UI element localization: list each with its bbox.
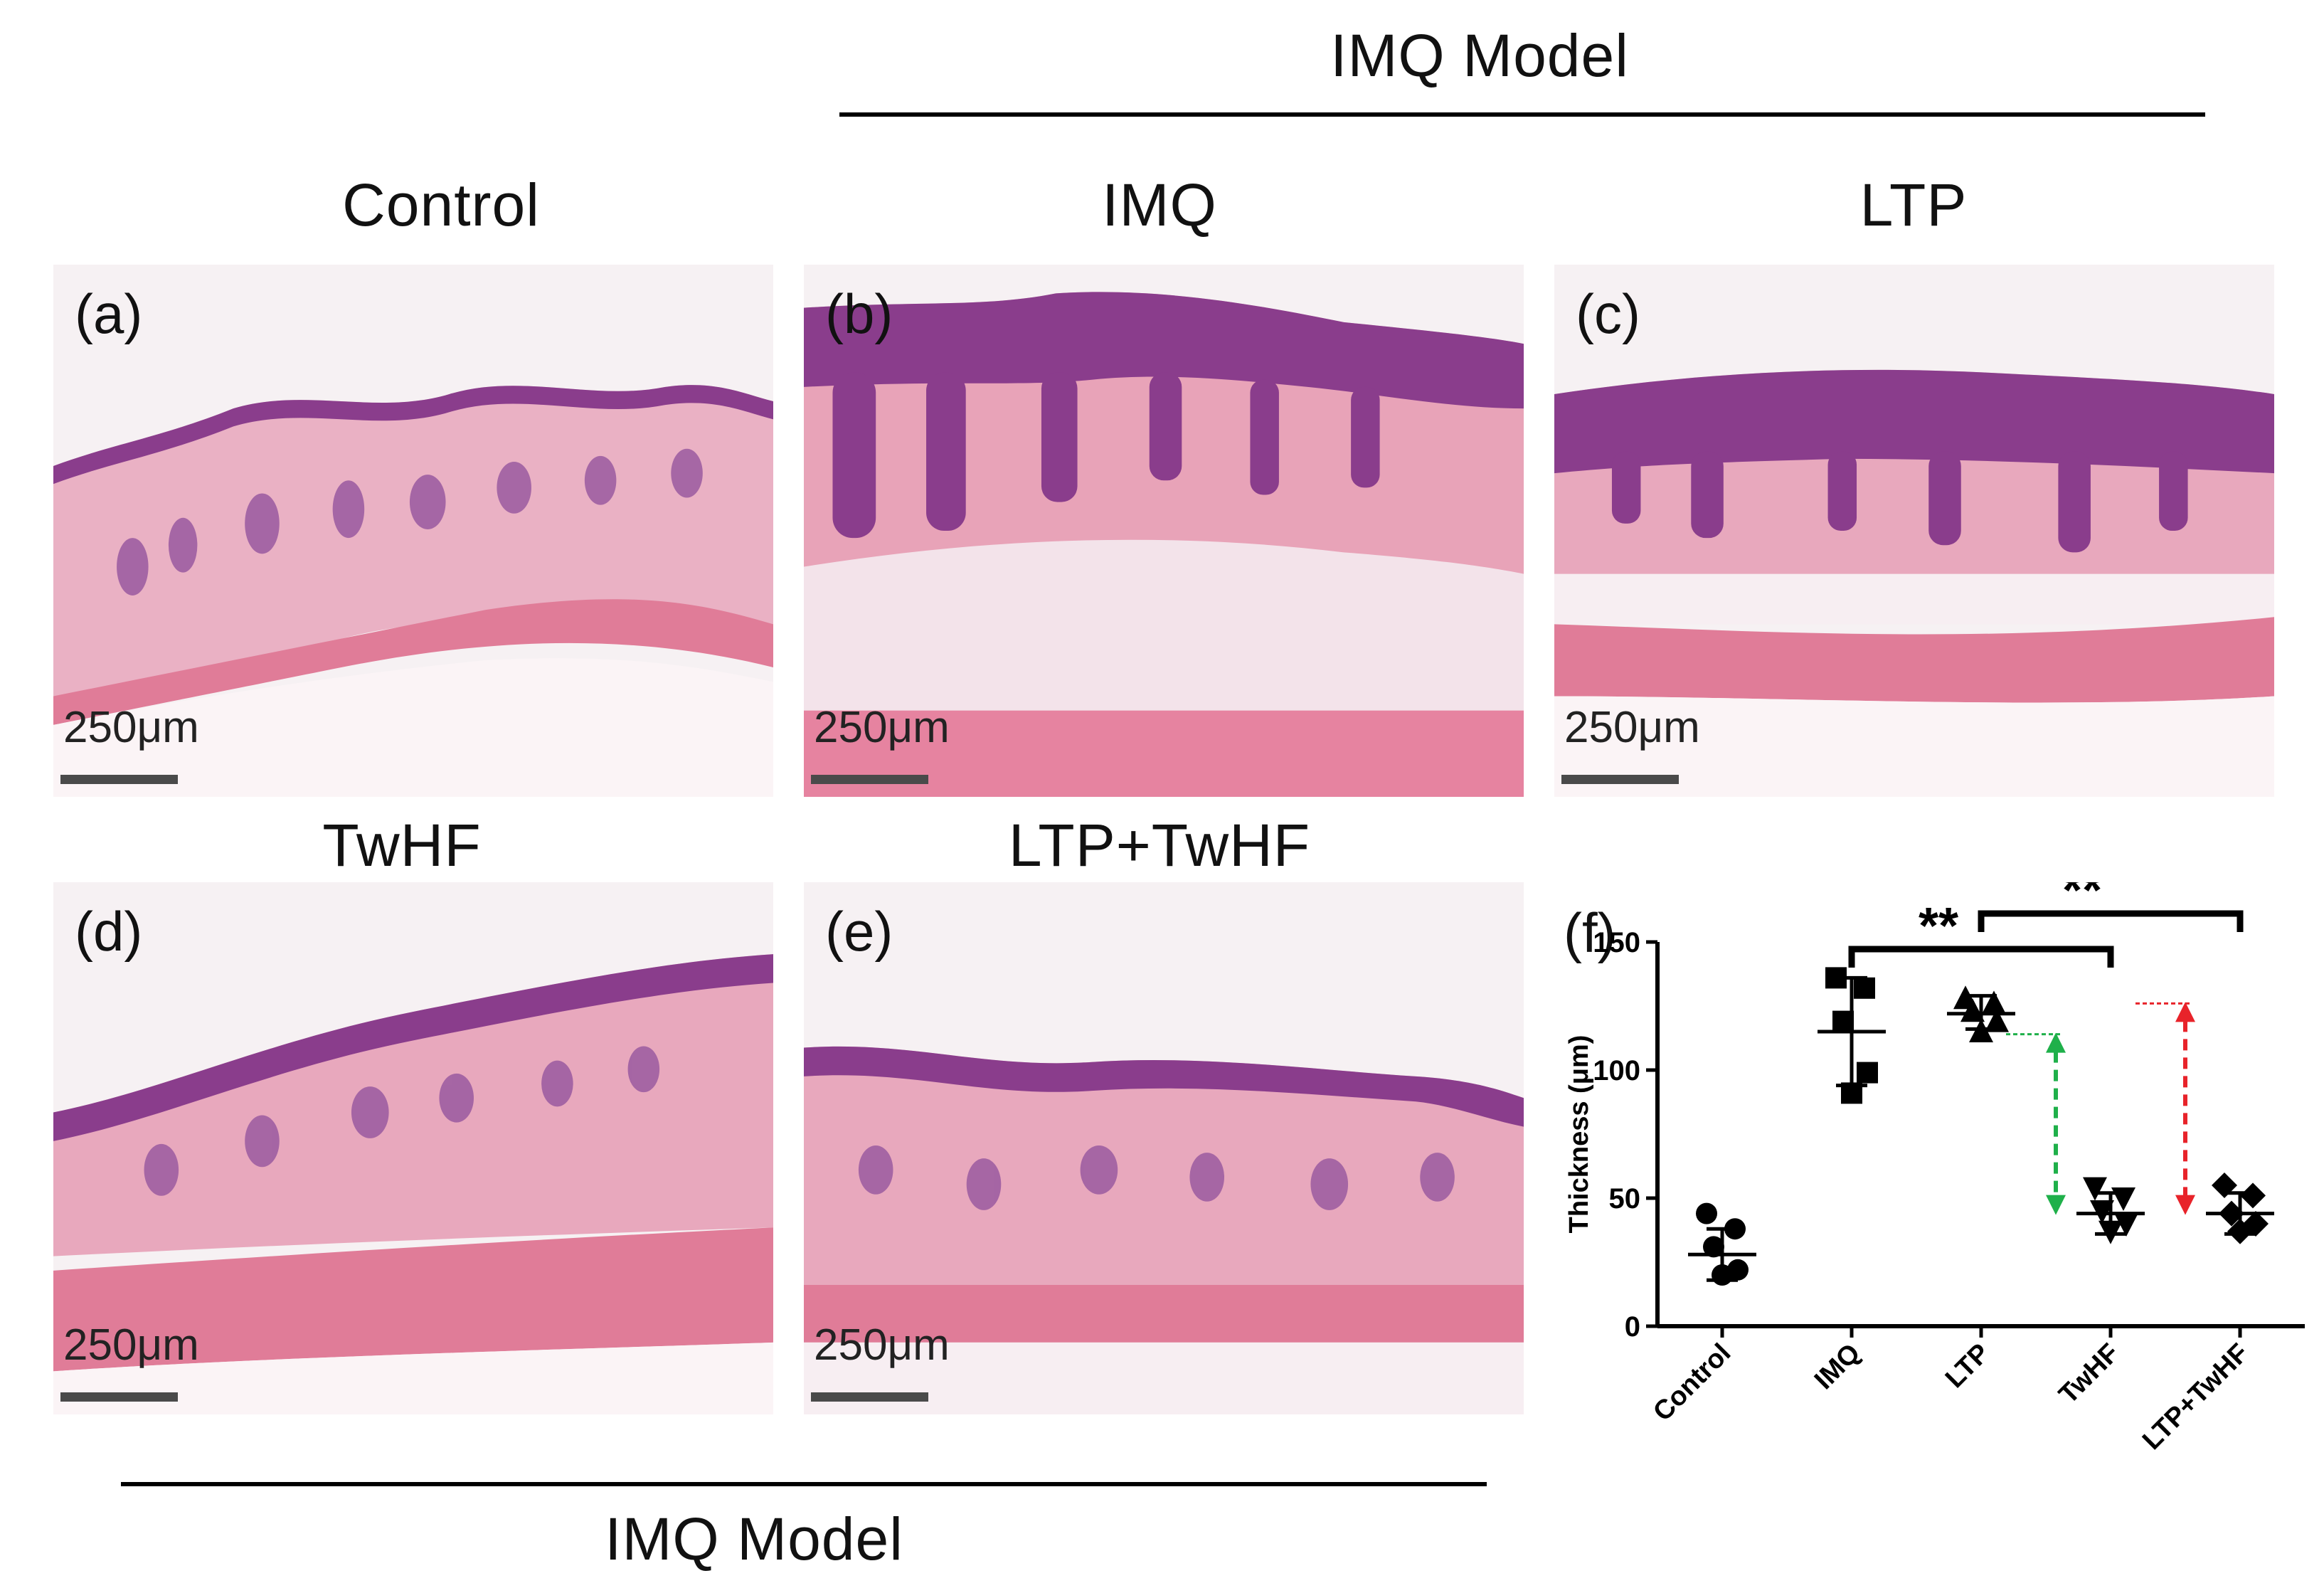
- data-point: [1969, 1019, 1993, 1042]
- data-point: [2083, 1177, 2107, 1201]
- y-axis-label: Thickness (μm): [1564, 1035, 1594, 1234]
- tissue-section: [53, 265, 773, 797]
- arrow-head-up: [2175, 1002, 2195, 1022]
- data-point: [1982, 990, 2006, 1015]
- histology-panel-ltp-twhf: (e) 250μm: [804, 882, 1524, 1414]
- scale-bar: [60, 775, 178, 784]
- data-point: [1825, 967, 1847, 989]
- data-point: [1832, 1010, 1854, 1032]
- y-tick-label: 50: [1609, 1183, 1641, 1214]
- x-tick-label: LTP+TwHF: [2137, 1338, 2254, 1456]
- significance-stars: **: [1919, 898, 1958, 955]
- scale-bar: [811, 775, 928, 784]
- data-point: [1724, 1218, 1746, 1240]
- panel-label-d: (d): [75, 900, 143, 963]
- data-point: [2111, 1187, 2135, 1211]
- panel-label-a: (a): [75, 282, 143, 345]
- data-point: [2212, 1173, 2237, 1198]
- data-point: [2114, 1213, 2138, 1237]
- x-tick-label: Control: [1648, 1338, 1736, 1427]
- scale-bar-label: 250μm: [814, 703, 950, 752]
- ltp-twhf-heading: LTP+TwHF: [1008, 812, 1311, 879]
- arrow-head-down: [2175, 1195, 2195, 1215]
- control-heading: Control: [342, 171, 540, 238]
- x-tick-label: LTP: [1940, 1338, 1995, 1394]
- panel-label-b: (b): [825, 282, 893, 345]
- scale-bar-label: 250μm: [814, 1321, 950, 1370]
- histology-panel-twhf: (d) 250μm: [53, 882, 773, 1414]
- imq-model-title-bottom: IMQ Model: [605, 1505, 903, 1572]
- imq-model-rule-top: [839, 112, 2205, 117]
- scale-bar-label: 250μm: [1564, 703, 1700, 752]
- data-point: [1857, 1062, 1878, 1084]
- thickness-chart: 0 50 100 150 Thickness (μm) Control IMQ LTP TwHF…: [1564, 882, 2305, 1456]
- arrow-head-down: [2046, 1195, 2066, 1215]
- twhf-heading: TwHF: [322, 812, 482, 879]
- data-point: [2099, 1220, 2123, 1244]
- data-point: [2240, 1182, 2266, 1209]
- data-point: [1985, 1008, 2009, 1032]
- significance-bracket: [1848, 946, 2114, 968]
- imq-model-title-top: IMQ Model: [1330, 22, 1629, 89]
- panel-label-c: (c): [1576, 282, 1640, 345]
- scale-bar: [811, 1392, 928, 1402]
- x-tick-label: IMQ: [1809, 1338, 1866, 1395]
- data-point: [2090, 1200, 2114, 1224]
- tissue-section: [804, 882, 1524, 1414]
- data-point: [2219, 1200, 2244, 1227]
- y-tick-label: 0: [1625, 1311, 1640, 1343]
- data-point: [1841, 1082, 1862, 1104]
- data-point: [1703, 1236, 1724, 1258]
- arrow-head-up: [2046, 1032, 2066, 1053]
- histology-panel-imq: (b) 250μm: [804, 265, 1524, 797]
- panel-label-f: (f): [1564, 901, 1616, 964]
- data-point: [1696, 1202, 1717, 1224]
- tissue-section: [1554, 265, 2274, 797]
- scale-bar-label: 250μm: [63, 703, 199, 752]
- scale-bar: [60, 1392, 178, 1402]
- data-point: [2227, 1218, 2253, 1244]
- histology-panel-control: (a) 250μm: [53, 265, 773, 797]
- scale-bar-label: 250μm: [63, 1321, 199, 1370]
- x-tick-label: TwHF: [2054, 1338, 2126, 1410]
- y-tick-label: 100: [1593, 1055, 1640, 1086]
- data-point: [1712, 1264, 1733, 1286]
- imq-model-rule-bottom: [121, 1482, 1487, 1486]
- data-point: [1960, 998, 1985, 1022]
- y-tick-label: 150: [1593, 927, 1640, 958]
- significance-bracket: [1978, 910, 2244, 932]
- tissue-section: [53, 882, 773, 1414]
- panel-label-e: (e): [825, 900, 893, 963]
- scale-bar: [1561, 775, 1679, 784]
- tissue-section: [804, 265, 1524, 797]
- ltp-heading: LTP: [1859, 171, 1968, 238]
- significance-stars: **: [2062, 882, 2102, 919]
- imq-heading: IMQ: [1102, 171, 1217, 238]
- histology-panel-ltp: (c) 250μm: [1554, 265, 2274, 797]
- data-point: [1854, 977, 1875, 999]
